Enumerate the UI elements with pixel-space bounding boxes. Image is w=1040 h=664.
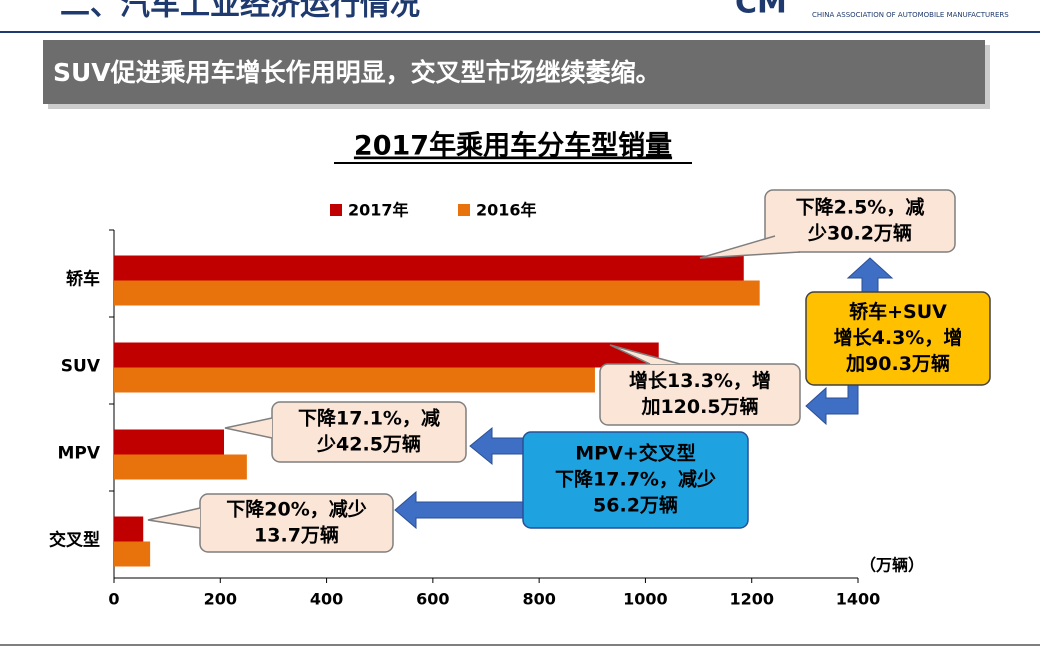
callout-text: 加90.3万辆 [845,352,950,375]
section-title: 二、汽车工业经济运行情况 [60,0,420,23]
callout-text: 增长4.3%，增 [834,326,963,349]
callout-text: 56.2万辆 [593,494,678,517]
callout-pointer [147,507,201,529]
callout [805,291,991,386]
x-tick-label: 1200 [729,590,774,609]
bar [114,516,144,542]
legend-swatch [458,204,470,216]
banner [43,40,985,104]
legend-swatch [330,204,342,216]
bar [114,367,595,393]
callout-text: 下降17.1%，减 [298,407,440,430]
callout-text: 下降17.7%，减少 [555,468,716,491]
x-unit: （万辆） [860,556,924,575]
callout-text: 少30.2万辆 [807,222,912,245]
x-tick-label: 600 [416,590,449,609]
callout [764,189,956,253]
callout-text: 少42.5万辆 [316,433,421,456]
arrow [846,257,894,293]
arrow [469,426,524,466]
callout-pointer [224,417,273,439]
x-tick-label: 0 [108,590,119,609]
bar [114,541,151,567]
callout-text: 加120.5万辆 [640,395,758,418]
callout-text: 轿车+SUV [849,300,947,323]
org-name: CHINA ASSOCIATION OF AUTOMOBILE MANUFACT… [812,11,1009,19]
callout-pointer [609,344,681,365]
arrow [394,490,524,530]
bar [114,280,760,306]
y-tick-label: MPV [57,444,100,464]
y-tick-label: 轿车 [66,269,100,290]
legend-label: 2016年 [476,201,537,220]
banner-text: SUV促进乘用车增长作用明显，交叉型市场继续萎缩。 [53,58,661,87]
x-tick-label: 1400 [836,590,881,609]
bar [114,342,659,368]
callout [599,363,801,426]
bar [114,454,247,480]
callout-text: 增长13.3%，增 [629,369,771,392]
callout-text: 下降20%，减少 [226,498,366,521]
x-tick-label: 800 [522,590,555,609]
callout-text: 13.7万辆 [254,524,339,547]
x-tick-label: 200 [204,590,237,609]
bar [114,255,744,281]
y-tick-label: SUV [61,357,101,377]
logo: CM [735,0,787,21]
y-tick-label: 交叉型 [49,530,100,551]
callout-text: 下降2.5%，减 [796,196,925,219]
chart-title: 2017年乘用车分车型销量 [354,130,672,162]
callout-pointer [699,235,801,259]
arrow [805,384,859,426]
bar [114,429,225,455]
callout [522,431,749,529]
callout-text: MPV+交叉型 [575,442,695,465]
legend-label: 2017年 [348,201,409,220]
x-tick-label: 400 [310,590,343,609]
x-tick-label: 1000 [623,590,668,609]
